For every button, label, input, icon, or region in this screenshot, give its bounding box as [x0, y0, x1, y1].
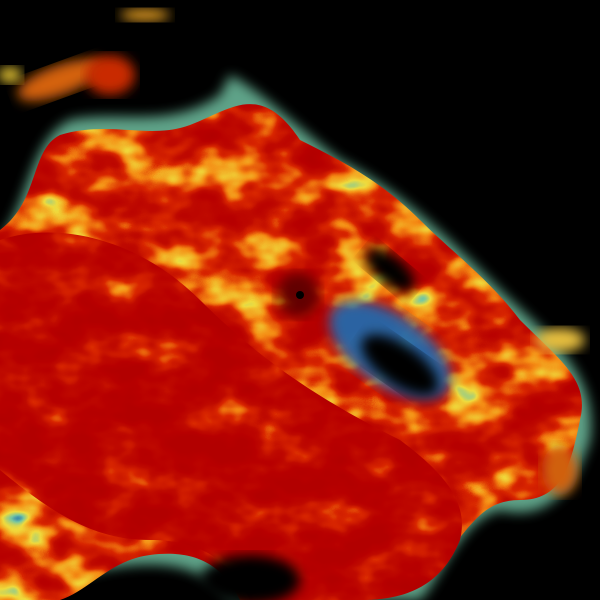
no-echo-zone [361, 334, 439, 396]
radar-center [276, 273, 320, 317]
fragment [0, 67, 22, 83]
fragment [120, 9, 170, 21]
fragment [17, 59, 103, 101]
fragment [535, 328, 585, 352]
fragment [85, 55, 135, 95]
fragment [542, 445, 578, 495]
no-echo-zone [200, 555, 300, 600]
fragments [0, 9, 585, 495]
no-echo-zone [365, 247, 415, 293]
center-dot [296, 291, 304, 299]
